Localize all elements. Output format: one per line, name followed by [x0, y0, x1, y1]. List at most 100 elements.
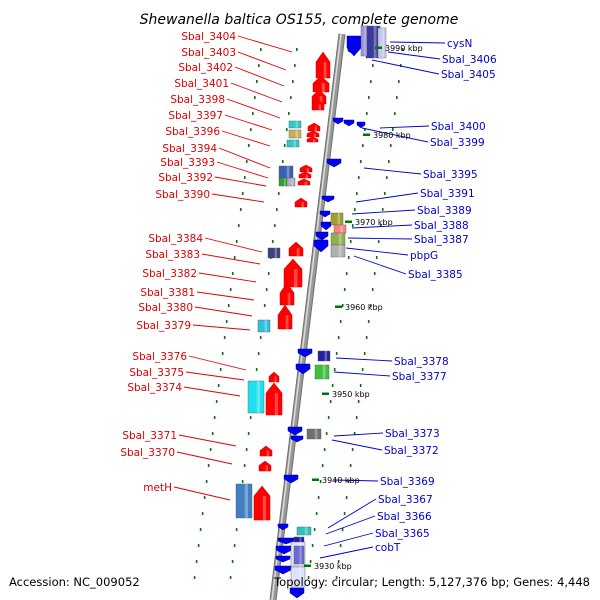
guide-dot: [287, 112, 290, 115]
reverse-gene-arrow: [356, 121, 366, 129]
guide-dot: [335, 352, 338, 355]
reverse-gene-arrow: [332, 117, 344, 125]
right-gene-label: Sbal_3406: [442, 54, 497, 66]
reverse-gene-arrow: [277, 523, 289, 531]
right-gene-label: Sbal_3399: [430, 137, 485, 149]
guide-dot: [263, 304, 266, 307]
feature-box: [333, 224, 347, 234]
forward-gene-arrow: [311, 99, 325, 111]
right-gene-label: Sbal_3395: [423, 169, 478, 181]
left-label-leader: [178, 434, 237, 447]
right-gene-label: Sbal_3389: [417, 205, 472, 217]
guide-dot: [249, 128, 252, 131]
guide-dot: [293, 64, 296, 67]
guide-dot: [215, 400, 218, 403]
left-label-leader: [216, 161, 269, 179]
reverse-gene-arrow: [289, 587, 305, 599]
guide-dot: [337, 336, 340, 339]
reverse-gene-arrow: [295, 363, 311, 375]
left-label-leader: [183, 386, 241, 397]
feature-box-shine: [314, 429, 318, 439]
forward-gene-arrow-shine: [313, 133, 316, 137]
left-label-leader: [211, 193, 265, 203]
guide-dot: [353, 208, 356, 211]
guide-dot: [345, 496, 348, 499]
reverse-gene-arrow: [315, 231, 329, 241]
left-gene-label: Sbal_3393: [160, 157, 215, 169]
feature-box-shine: [299, 546, 302, 564]
feature-box: [296, 526, 312, 536]
guide-dot: [289, 96, 292, 99]
feature-box-shine: [304, 527, 308, 535]
forward-gene-arrow-shine: [321, 83, 325, 92]
kbp-tick-label: 3970 kbp: [355, 218, 393, 227]
forward-gene-arrow: [265, 382, 283, 416]
feature-box-shine: [382, 28, 384, 58]
kbp-tick: [345, 220, 352, 223]
forward-gene-arrow-shine: [265, 465, 268, 471]
guide-dot: [363, 352, 366, 355]
guide-dot: [399, 64, 402, 67]
feature-box-shine: [244, 484, 248, 518]
guide-dot: [295, 48, 298, 51]
guide-dot: [375, 256, 378, 259]
guide-dot: [217, 384, 220, 387]
left-label-leader: [194, 306, 253, 317]
forward-gene-arrow-shine: [296, 248, 300, 256]
left-gene-label: Sbal_3379: [136, 320, 191, 332]
feature-box: [278, 177, 289, 187]
guide-dot: [273, 224, 276, 227]
guide-dot: [359, 160, 362, 163]
feature-box: [257, 319, 271, 333]
guide-dot: [343, 288, 346, 291]
guide-dot: [207, 464, 210, 467]
guide-dot: [195, 560, 198, 563]
reverse-gene-arrow: [343, 119, 355, 127]
guide-dot: [329, 400, 332, 403]
feature-box: [377, 27, 387, 59]
reverse-gene-arrow: [277, 537, 295, 545]
guide-dot: [231, 272, 234, 275]
forward-gene-arrow: [294, 197, 308, 208]
guide-dot: [267, 272, 270, 275]
guide-dot: [381, 208, 384, 211]
left-gene-label: Sbal_3383: [145, 249, 200, 261]
left-label-leader: [230, 82, 283, 103]
guide-dot: [221, 352, 224, 355]
left-gene-label: Sbal_3403: [181, 47, 236, 59]
guide-dot: [317, 496, 320, 499]
forward-gene-arrow-shine: [287, 292, 291, 305]
reverse-gene-arrow: [275, 555, 291, 563]
guide-dot: [357, 176, 360, 179]
topology-text: Topology: circular; Length: 5,127,376 bp…: [274, 575, 590, 589]
feature-box-shine: [293, 140, 296, 147]
left-label-leader: [185, 371, 245, 381]
right-gene-label: Sbal_3385: [408, 269, 463, 281]
left-label-leader: [201, 253, 261, 265]
feature-box-shine: [338, 233, 342, 245]
guide-dot: [271, 240, 274, 243]
guide-dot: [371, 64, 374, 67]
right-gene-label: Sbal_3387: [414, 234, 469, 246]
right-gene-label: Sbal_3373: [385, 428, 440, 440]
right-gene-label: cysN: [447, 38, 472, 50]
guide-dot: [197, 544, 200, 547]
right-gene-label: Sbal_3388: [414, 220, 469, 232]
guide-dot: [209, 448, 212, 451]
right-label-leader: [333, 371, 391, 377]
kbp-tick: [312, 478, 319, 481]
kbp-tick-label: 3930 kbp: [314, 562, 352, 571]
right-gene-label: Sbal_3372: [384, 445, 439, 457]
feature-box-shine: [283, 178, 286, 186]
feature-box: [286, 139, 300, 148]
forward-gene-arrow-shine: [274, 393, 278, 415]
right-gene-label: Sbal_3400: [431, 121, 486, 133]
right-gene-label: Sbal_3378: [394, 356, 449, 368]
guide-dot: [255, 80, 258, 83]
reverse-gene-arrow: [321, 195, 335, 203]
kbp-tick-label: 3950 kbp: [332, 390, 370, 399]
guide-dot: [395, 96, 398, 99]
guide-dot: [237, 224, 240, 227]
feature-box-shine: [298, 567, 302, 587]
